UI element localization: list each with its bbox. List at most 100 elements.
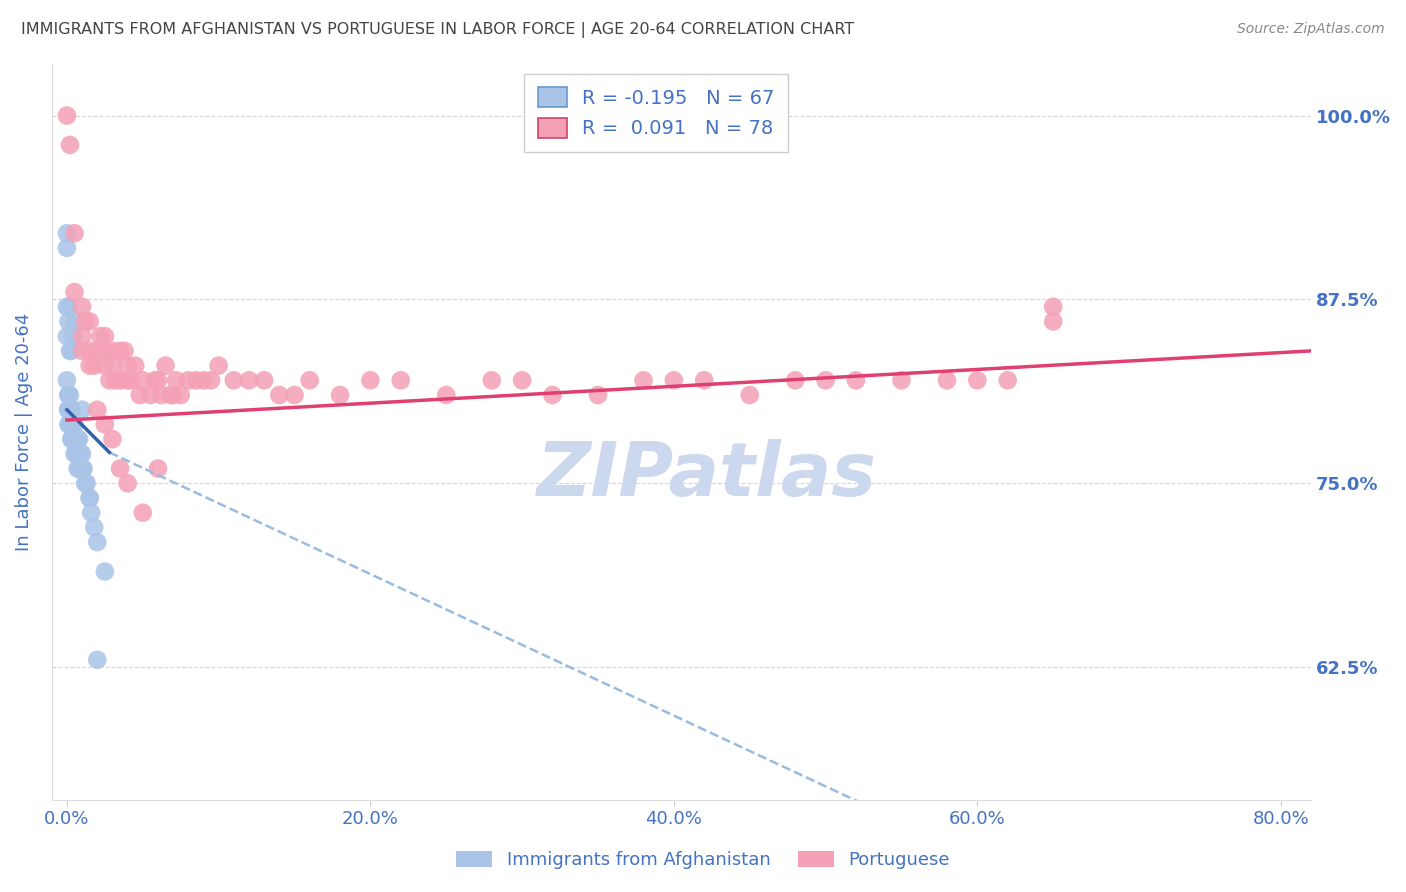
Point <box>59 402 82 417</box>
Point <box>60 432 83 446</box>
Point <box>58 300 80 314</box>
Point <box>63 432 86 446</box>
Point <box>108 343 131 358</box>
Point <box>124 359 146 373</box>
Point <box>72 461 94 475</box>
Point <box>1042 300 1064 314</box>
Point <box>481 373 503 387</box>
Point <box>170 388 193 402</box>
Point <box>56 373 79 387</box>
Point <box>58 417 80 432</box>
Point <box>108 461 131 475</box>
Point <box>66 447 89 461</box>
Point <box>98 373 121 387</box>
Point <box>146 461 169 475</box>
Point <box>56 329 79 343</box>
Point <box>114 343 136 358</box>
Point <box>65 432 87 446</box>
Point <box>86 535 108 549</box>
Point <box>86 402 108 417</box>
Point <box>66 461 89 475</box>
Point <box>70 461 93 475</box>
Point <box>94 417 117 432</box>
Point <box>70 343 93 358</box>
Point <box>59 388 82 402</box>
Point <box>60 417 83 432</box>
Point <box>966 373 988 387</box>
Point <box>101 343 124 358</box>
Point <box>389 373 412 387</box>
Point <box>83 520 105 534</box>
Point <box>89 329 111 343</box>
Point <box>222 373 245 387</box>
Point <box>70 447 93 461</box>
Point <box>283 388 305 402</box>
Point <box>60 432 83 446</box>
Point <box>83 359 105 373</box>
Point <box>58 402 80 417</box>
Point <box>58 402 80 417</box>
Point <box>56 300 79 314</box>
Point <box>76 476 98 491</box>
Point <box>79 491 101 505</box>
Point <box>150 388 173 402</box>
Point <box>162 388 184 402</box>
Point <box>63 417 86 432</box>
Point <box>79 359 101 373</box>
Point <box>60 343 83 358</box>
Point <box>62 329 84 343</box>
Point <box>814 373 837 387</box>
Legend: R = -0.195   N = 67, R =  0.091   N = 78: R = -0.195 N = 67, R = 0.091 N = 78 <box>524 74 789 152</box>
Point <box>70 402 93 417</box>
Point <box>785 373 807 387</box>
Point <box>329 388 352 402</box>
Point <box>143 373 166 387</box>
Point <box>997 373 1019 387</box>
Point <box>58 314 80 328</box>
Point <box>139 388 162 402</box>
Point <box>108 373 131 387</box>
Point <box>94 343 117 358</box>
Point <box>101 359 124 373</box>
Point <box>60 402 83 417</box>
Point <box>60 417 83 432</box>
Point <box>86 653 108 667</box>
Point <box>59 417 82 432</box>
Point <box>59 138 82 153</box>
Point <box>63 285 86 299</box>
Point <box>128 388 150 402</box>
Point <box>58 402 80 417</box>
Point <box>662 373 685 387</box>
Point <box>58 388 80 402</box>
Point <box>253 373 276 387</box>
Legend: Immigrants from Afghanistan, Portuguese: Immigrants from Afghanistan, Portuguese <box>447 842 959 879</box>
Point <box>75 476 97 491</box>
Point <box>56 109 79 123</box>
Point <box>79 343 101 358</box>
Point <box>66 432 89 446</box>
Point <box>117 359 139 373</box>
Point <box>63 447 86 461</box>
Point <box>75 314 97 328</box>
Point <box>67 432 90 446</box>
Text: IMMIGRANTS FROM AFGHANISTAN VS PORTUGUESE IN LABOR FORCE | AGE 20-64 CORRELATION: IMMIGRANTS FROM AFGHANISTAN VS PORTUGUES… <box>21 22 855 38</box>
Point <box>159 388 181 402</box>
Point <box>541 388 564 402</box>
Point <box>60 402 83 417</box>
Point <box>65 447 87 461</box>
Point <box>58 402 80 417</box>
Point <box>177 373 200 387</box>
Point <box>59 417 82 432</box>
Point <box>117 476 139 491</box>
Point <box>890 373 912 387</box>
Point <box>59 402 82 417</box>
Point <box>238 373 260 387</box>
Point <box>586 388 609 402</box>
Point <box>69 447 91 461</box>
Point <box>359 373 381 387</box>
Point <box>193 373 215 387</box>
Point <box>117 373 139 387</box>
Point <box>434 388 457 402</box>
Point <box>79 491 101 505</box>
Point <box>132 373 155 387</box>
